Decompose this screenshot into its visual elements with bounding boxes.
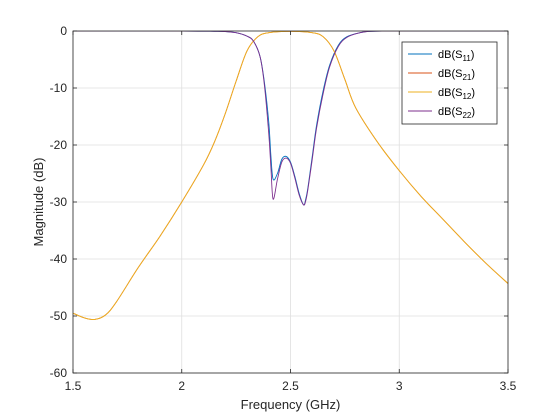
- y-tick-label: -30: [50, 195, 68, 209]
- y-axis-label: Magnitude (dB): [31, 158, 46, 247]
- legend-box: [401, 41, 498, 125]
- y-tick-label: -20: [50, 138, 68, 152]
- x-tick-label: 3: [396, 379, 403, 393]
- tick-marks: [72, 30, 509, 374]
- x-axis-label: Frequency (GHz): [241, 397, 341, 412]
- x-tick-labels: 1.5 2 2.5 3 3.5: [65, 379, 517, 393]
- legend: dB(S11)dB(S21)dB(S12)dB(S22): [401, 41, 498, 125]
- series-line-12: [73, 31, 508, 320]
- y-tick-label: -40: [50, 252, 68, 266]
- y-tick-labels: 0 -10 -20 -30 -40 -50 -60: [50, 24, 68, 380]
- x-tick-label: 3.5: [500, 379, 517, 393]
- x-tick-label: 2.5: [282, 379, 299, 393]
- y-tick-label: -50: [50, 309, 68, 323]
- x-tick-label: 1.5: [65, 379, 82, 393]
- y-tick-label: 0: [60, 24, 67, 38]
- y-tick-label: -60: [50, 366, 68, 380]
- series-layer: [73, 31, 508, 320]
- x-tick-label: 2: [178, 379, 185, 393]
- series-line-22: [73, 31, 508, 206]
- y-tick-label: -10: [50, 81, 68, 95]
